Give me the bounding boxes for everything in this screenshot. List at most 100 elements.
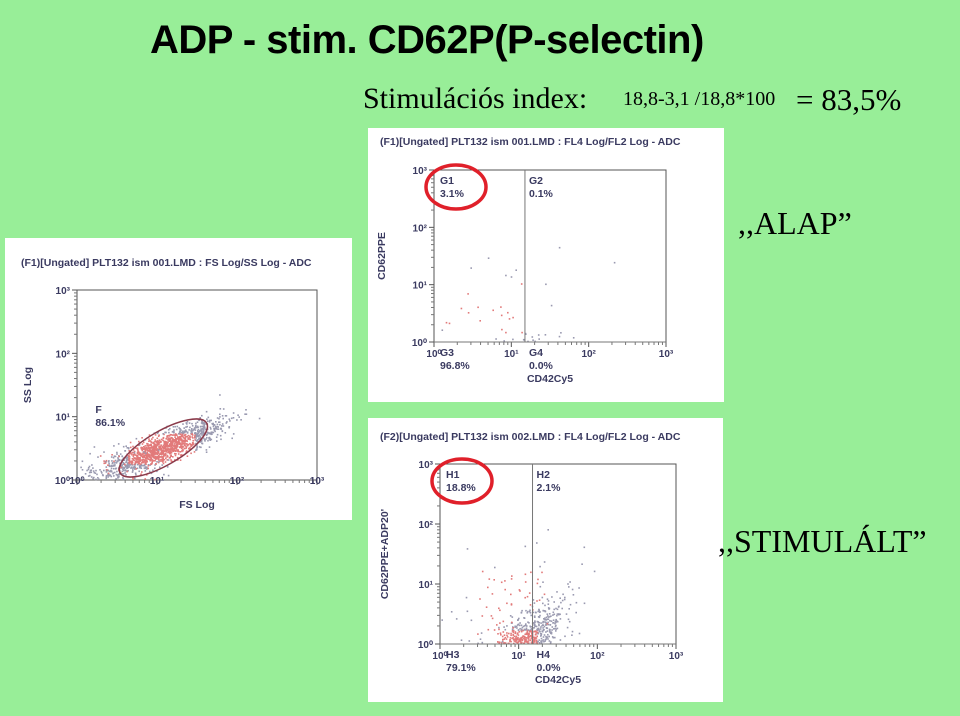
scatter-point — [174, 459, 176, 461]
scatter-point — [122, 467, 125, 469]
scatter-point — [158, 460, 160, 463]
highlight-circle — [424, 163, 488, 211]
scatter-point — [201, 414, 203, 417]
scatter-point — [121, 466, 124, 468]
scatter-point — [140, 473, 142, 475]
scatter-point — [538, 599, 541, 601]
scatter-point — [194, 427, 196, 429]
scatter-point — [141, 437, 143, 439]
scatter-point — [172, 441, 175, 443]
scatter-point — [534, 340, 536, 343]
scatter-point — [583, 546, 586, 549]
scatter-point — [141, 446, 144, 449]
scatter-point — [182, 448, 184, 451]
x-tick-label: 10³ — [659, 349, 674, 360]
scatter-point — [524, 573, 527, 576]
scatter-point — [216, 423, 219, 426]
scatter-point — [166, 454, 168, 457]
scatter-point — [477, 633, 479, 635]
scatter-point — [180, 438, 183, 440]
scatter-point — [160, 438, 163, 441]
scatter-point — [236, 419, 238, 421]
scatter-point — [546, 613, 549, 615]
scatter-point — [167, 444, 169, 447]
scatter-point — [542, 621, 544, 624]
scatter-point — [164, 443, 167, 446]
scatter-point — [103, 451, 105, 453]
scatter-point — [191, 431, 193, 434]
scatter-point — [211, 433, 213, 435]
scatter-point — [180, 440, 183, 442]
scatter-point — [525, 638, 527, 641]
scatter-point — [175, 441, 177, 443]
scatter-point — [557, 606, 560, 608]
scatter-point — [567, 583, 569, 585]
scatter-point — [162, 433, 164, 435]
scatter-point — [195, 439, 197, 442]
scatter-point — [98, 478, 100, 480]
scatter-point — [134, 462, 137, 464]
scatter-point — [94, 472, 97, 474]
scatter-point — [513, 640, 516, 642]
scatter-point — [504, 588, 506, 591]
scatter-point — [168, 440, 170, 442]
scatter-point — [124, 472, 126, 474]
scatter-point — [154, 467, 156, 470]
scatter-point — [194, 434, 196, 437]
scatter-point — [117, 476, 119, 478]
scatter-point — [545, 622, 548, 625]
scatter-point — [167, 449, 169, 452]
scatter-point — [466, 610, 469, 613]
y-axis-label: CD62PPE — [376, 232, 388, 280]
scatter-point — [545, 283, 547, 286]
scatter-point — [516, 627, 518, 629]
scatter-point — [210, 419, 212, 422]
scatter-point — [524, 545, 527, 548]
scatter-point — [180, 447, 183, 450]
scatter-point — [132, 468, 134, 470]
scatter-point — [520, 636, 523, 639]
scatter-point — [517, 629, 520, 631]
scatter-point — [204, 440, 206, 442]
scatter-point — [498, 641, 501, 643]
scatter-point — [143, 454, 145, 457]
scatter-point — [115, 461, 118, 464]
scatter-point — [140, 467, 143, 469]
scatter-point — [146, 447, 149, 449]
scatter-point — [532, 639, 534, 641]
scatter-point — [548, 640, 551, 642]
scatter-point — [149, 456, 152, 458]
baseline-cd62p-scatter-chart: (F1)[Ungated] PLT132 ism 001.LMD : FL4 L… — [376, 136, 681, 385]
scatter-point — [521, 629, 523, 631]
scatter-point — [104, 460, 107, 463]
y-tick-label: 10³ — [413, 166, 428, 177]
scatter-point — [498, 626, 500, 629]
scatter-point — [500, 642, 503, 644]
scatter-point — [202, 423, 205, 425]
scatter-point — [522, 338, 525, 341]
scatter-point — [110, 475, 113, 478]
scatter-point — [511, 575, 513, 577]
scatter-point — [219, 434, 222, 437]
scatter-point — [187, 443, 190, 446]
y-tick-label: 10⁰ — [418, 640, 433, 651]
scatter-point — [182, 449, 184, 452]
scatter-point — [166, 459, 168, 461]
scatter-point — [505, 331, 507, 334]
scatter-point — [122, 477, 124, 479]
scatter-point — [121, 455, 124, 458]
scatter-point — [155, 449, 158, 451]
scatter-point — [151, 462, 153, 464]
scatter-point — [185, 451, 187, 453]
scatter-point — [93, 446, 96, 448]
scatter-point — [200, 419, 203, 422]
scatter-point — [509, 615, 512, 617]
scatter-point — [171, 441, 173, 443]
scatter-point — [113, 467, 115, 470]
scatter-point — [168, 445, 170, 447]
scatter-point — [240, 419, 242, 421]
scatter-point — [175, 433, 178, 436]
scatter-point — [206, 431, 209, 434]
scatter-point — [500, 581, 503, 584]
scatter-point — [470, 619, 473, 622]
